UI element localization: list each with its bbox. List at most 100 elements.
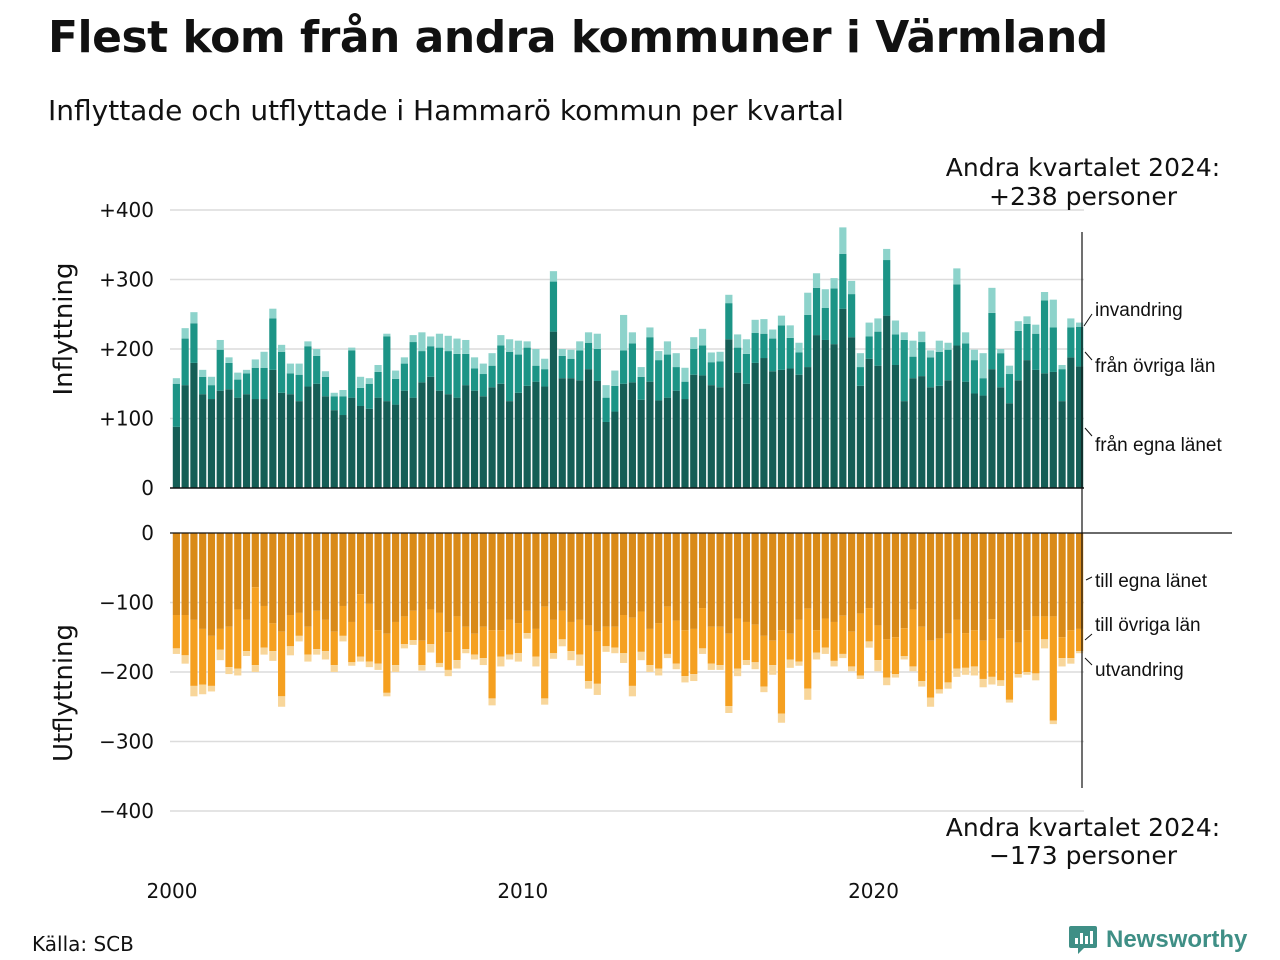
bar-outflow-egna xyxy=(979,533,987,641)
bar-outflow-ovriga xyxy=(339,605,347,636)
bar-inflow-ovriga xyxy=(663,354,672,398)
bar-outflow-egna xyxy=(891,533,900,638)
bar-outflow-utvandring xyxy=(646,665,654,672)
x-tick-label: 2010 xyxy=(497,879,548,903)
newsworthy-logo[interactable]: Newsworthy xyxy=(1068,924,1247,956)
bar-outflow-utvandring xyxy=(997,680,1005,686)
bar-outflow-ovriga xyxy=(374,630,382,664)
bar-outflow-ovriga xyxy=(707,626,715,664)
bar-outflow-egna xyxy=(374,533,382,631)
bar-inflow-egna xyxy=(839,308,847,488)
bar-outflow-egna xyxy=(795,533,803,620)
bar-outflow-utvandring xyxy=(172,648,180,654)
bar-inflow-ovriga xyxy=(839,253,847,309)
bar-outflow-ovriga xyxy=(400,616,408,645)
inflow-summary-line1: Andra kvartalet 2024: xyxy=(946,153,1220,182)
source-note: Källa: SCB xyxy=(32,932,134,956)
bar-outflow-ovriga xyxy=(690,628,698,675)
bar-outflow-egna xyxy=(523,533,531,611)
bar-inflow-ovriga xyxy=(427,346,435,377)
bar-outflow-egna xyxy=(760,533,768,636)
bar-outflow-utvandring xyxy=(909,666,917,672)
bar-inflow-ovriga xyxy=(313,355,321,384)
bar-outflow-egna xyxy=(707,533,715,627)
bar-outflow-utvandring xyxy=(918,681,926,687)
bar-inflow-ovriga xyxy=(584,342,593,370)
bar-outflow-ovriga xyxy=(1067,630,1075,659)
bar-outflow-ovriga xyxy=(1023,630,1031,672)
bar-inflow-egna xyxy=(1076,366,1084,488)
bar-inflow-ovriga xyxy=(348,350,356,398)
bar-inflow-ovriga xyxy=(777,325,786,370)
bar-outflow-ovriga xyxy=(567,621,575,652)
bar-outflow-ovriga xyxy=(216,628,224,650)
bar-inflow-ovriga xyxy=(488,365,496,388)
bar-outflow-egna xyxy=(865,533,873,609)
bar-outflow-egna xyxy=(690,533,698,629)
bar-outflow-utvandring xyxy=(988,676,996,685)
bar-outflow-ovriga xyxy=(926,640,935,698)
y-tick-label-inflow: +400 xyxy=(99,198,154,222)
bar-outflow-ovriga xyxy=(1058,637,1066,659)
bar-outflow-egna xyxy=(541,533,549,607)
bar-outflow-utvandring xyxy=(488,698,496,706)
bar-inflow-egna xyxy=(751,362,759,488)
bar-outflow-egna xyxy=(330,533,338,632)
bar-outflow-egna xyxy=(216,533,224,629)
bar-inflow-ovriga xyxy=(172,383,180,427)
bar-outflow-ovriga xyxy=(839,615,847,654)
bar-inflow-egna xyxy=(348,397,356,488)
y-axis-title-outflow: Utflyttning xyxy=(49,624,79,762)
bar-inflow-egna xyxy=(260,399,268,488)
bar-outflow-ovriga xyxy=(523,610,531,634)
bar-inflow-egna xyxy=(470,390,479,488)
bar-outflow-egna xyxy=(646,533,654,629)
bar-inflow-invandring xyxy=(216,339,224,350)
chart-title: Flest kom från andra kommuner i Värmland xyxy=(48,12,1108,63)
bar-outflow-ovriga xyxy=(655,623,663,669)
bar-outflow-egna xyxy=(295,533,303,613)
bar-inflow-invandring xyxy=(470,357,479,369)
bar-outflow-ovriga xyxy=(514,623,522,654)
bar-outflow-utvandring xyxy=(567,651,575,661)
bar-outflow-egna xyxy=(997,533,1005,639)
bar-inflow-egna xyxy=(953,345,961,488)
bar-outflow-utvandring xyxy=(409,640,417,645)
legend-label-utvandring: utvandring xyxy=(1095,660,1184,681)
bar-inflow-invandring xyxy=(1032,324,1040,334)
bar-inflow-egna xyxy=(1032,369,1040,488)
bar-outflow-utvandring xyxy=(549,653,558,659)
bar-outflow-ovriga xyxy=(1040,616,1049,640)
bar-inflow-invandring xyxy=(856,353,864,368)
bar-inflow-egna xyxy=(584,369,593,488)
x-tick-label: 2000 xyxy=(147,879,198,903)
bar-outflow-ovriga xyxy=(900,628,908,657)
bar-outflow-ovriga xyxy=(760,635,768,687)
bar-inflow-egna xyxy=(172,426,180,488)
bar-inflow-ovriga xyxy=(304,346,312,387)
bar-inflow-ovriga xyxy=(698,345,707,376)
bar-outflow-utvandring xyxy=(374,663,382,670)
bar-outflow-egna xyxy=(1058,533,1066,638)
bar-inflow-ovriga xyxy=(979,378,987,396)
bar-outflow-egna xyxy=(742,533,750,622)
bar-inflow-egna xyxy=(242,394,251,488)
bar-outflow-egna xyxy=(909,533,917,610)
bar-inflow-ovriga xyxy=(479,374,487,397)
bar-inflow-invandring xyxy=(944,342,952,350)
bar-inflow-egna xyxy=(690,374,698,488)
bar-inflow-ovriga xyxy=(365,383,373,409)
gridlines xyxy=(170,209,1084,812)
bar-inflow-invandring xyxy=(848,280,856,295)
bar-inflow-ovriga xyxy=(541,369,549,387)
bar-inflow-ovriga xyxy=(620,350,628,384)
bar-outflow-utvandring xyxy=(979,678,987,688)
bar-outflow-egna xyxy=(558,533,566,611)
bar-outflow-ovriga xyxy=(488,630,496,699)
bar-inflow-invandring xyxy=(593,333,601,349)
bar-inflow-invandring xyxy=(769,329,777,339)
bar-inflow-ovriga xyxy=(742,353,750,384)
bar-inflow-egna xyxy=(444,394,452,488)
bar-inflow-egna xyxy=(313,383,321,488)
bar-inflow-egna xyxy=(427,376,435,488)
